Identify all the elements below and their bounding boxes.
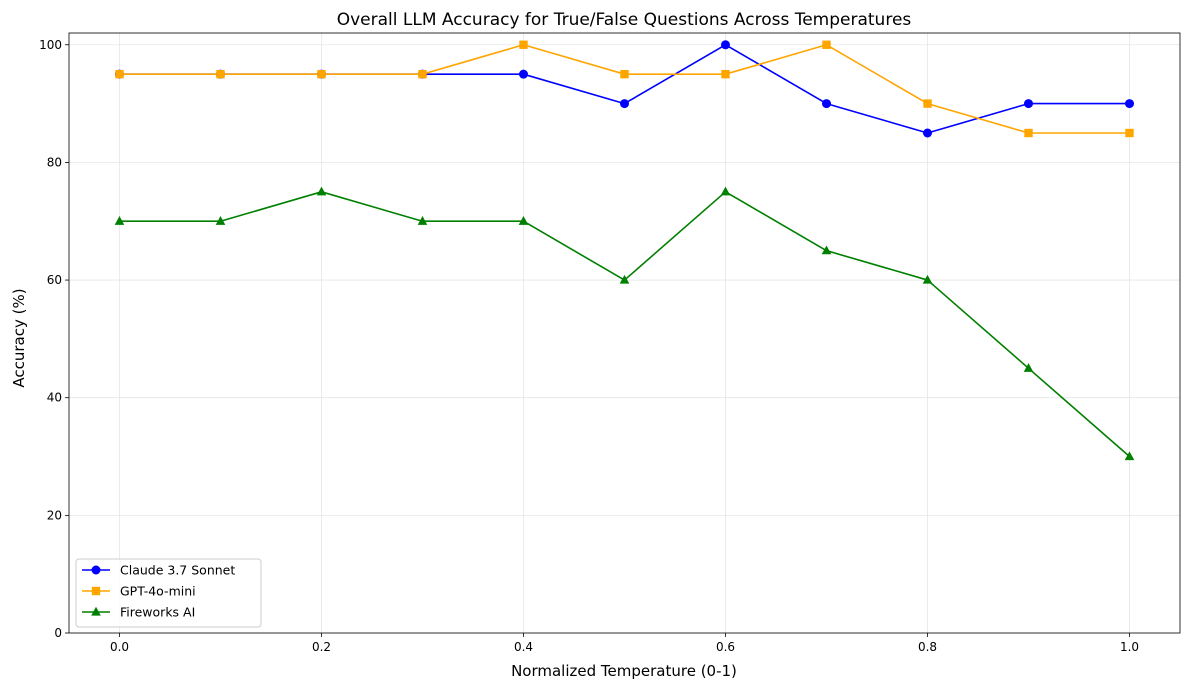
data-point-fireworks-ai bbox=[821, 245, 832, 255]
x-tick-label: 1.0 bbox=[1120, 640, 1139, 654]
legend-marker-claude-3-7-sonnet bbox=[91, 565, 101, 575]
series-gpt-4o-mini bbox=[115, 40, 1134, 138]
axes: 0.0 0.2 0.4 0.6 0.8 1.0 0 20 40 60 80 100 bbox=[39, 32, 1181, 654]
data-point-gpt-4o-mini bbox=[317, 69, 326, 79]
legend-label-fireworks-ai: Fireworks AI bbox=[120, 605, 195, 620]
legend-label-gpt-4o-mini: GPT-4o-mini bbox=[120, 584, 196, 599]
series-fireworks-ai bbox=[114, 186, 1135, 461]
y-tick-label: 0 bbox=[54, 626, 62, 640]
data-point-fireworks-ai bbox=[1023, 363, 1034, 372]
y-tick-label: 100 bbox=[39, 38, 62, 52]
x-tick-label: 0.6 bbox=[716, 640, 735, 654]
data-point-gpt-4o-mini bbox=[519, 40, 528, 49]
x-axis-label: Normalized Temperature (0-1) bbox=[511, 662, 737, 680]
data-point-gpt-4o-mini bbox=[216, 69, 225, 79]
data-point-fireworks-ai bbox=[1124, 451, 1135, 461]
data-point-claude-3-7-sonnet bbox=[822, 99, 831, 109]
y-tick-label: 60 bbox=[47, 273, 62, 287]
x-tick-label: 0.8 bbox=[918, 640, 937, 654]
data-point-gpt-4o-mini bbox=[620, 69, 629, 79]
data-point-gpt-4o-mini bbox=[1125, 128, 1134, 138]
data-point-fireworks-ai bbox=[922, 274, 933, 284]
legend-marker-gpt-4o-mini bbox=[91, 586, 101, 596]
x-tick-label: 0.2 bbox=[312, 640, 331, 654]
data-point-fireworks-ai bbox=[518, 216, 529, 225]
y-axis-label: Accuracy (%) bbox=[10, 288, 28, 387]
data-point-fireworks-ai bbox=[316, 186, 327, 196]
plot-frame bbox=[68, 32, 1181, 634]
data-point-fireworks-ai bbox=[417, 216, 428, 225]
data-point-fireworks-ai bbox=[215, 216, 226, 225]
legend-marker-fireworks-ai bbox=[91, 606, 101, 616]
data-point-claude-3-7-sonnet bbox=[923, 128, 932, 138]
series-layer bbox=[114, 40, 1135, 461]
x-tick-label: 0.0 bbox=[110, 640, 129, 654]
data-point-claude-3-7-sonnet bbox=[620, 99, 629, 109]
chart-title: Overall LLM Accuracy for True/False Ques… bbox=[337, 10, 912, 30]
data-point-claude-3-7-sonnet bbox=[721, 40, 730, 50]
y-tick-label: 20 bbox=[47, 508, 62, 522]
data-point-claude-3-7-sonnet bbox=[1125, 99, 1134, 109]
data-point-gpt-4o-mini bbox=[418, 69, 427, 79]
data-point-gpt-4o-mini bbox=[923, 99, 932, 108]
legend-box bbox=[75, 558, 262, 628]
data-point-gpt-4o-mini bbox=[822, 40, 831, 49]
y-tick-label: 40 bbox=[47, 391, 62, 405]
data-point-gpt-4o-mini bbox=[1024, 128, 1033, 138]
data-point-fireworks-ai bbox=[720, 186, 731, 196]
data-point-fireworks-ai bbox=[114, 216, 125, 225]
data-point-fireworks-ai bbox=[619, 274, 630, 284]
legend-label-claude-3-7-sonnet: Claude 3.7 Sonnet bbox=[120, 563, 235, 578]
data-point-claude-3-7-sonnet bbox=[1024, 99, 1033, 109]
legend: Claude 3.7 Sonnet GPT-4o-mini Fireworks AI bbox=[75, 558, 262, 628]
data-point-gpt-4o-mini bbox=[115, 69, 124, 79]
data-point-gpt-4o-mini bbox=[721, 69, 730, 79]
x-tick-label: 0.4 bbox=[514, 640, 533, 654]
data-point-claude-3-7-sonnet bbox=[519, 69, 528, 79]
y-tick-label: 80 bbox=[47, 155, 62, 169]
